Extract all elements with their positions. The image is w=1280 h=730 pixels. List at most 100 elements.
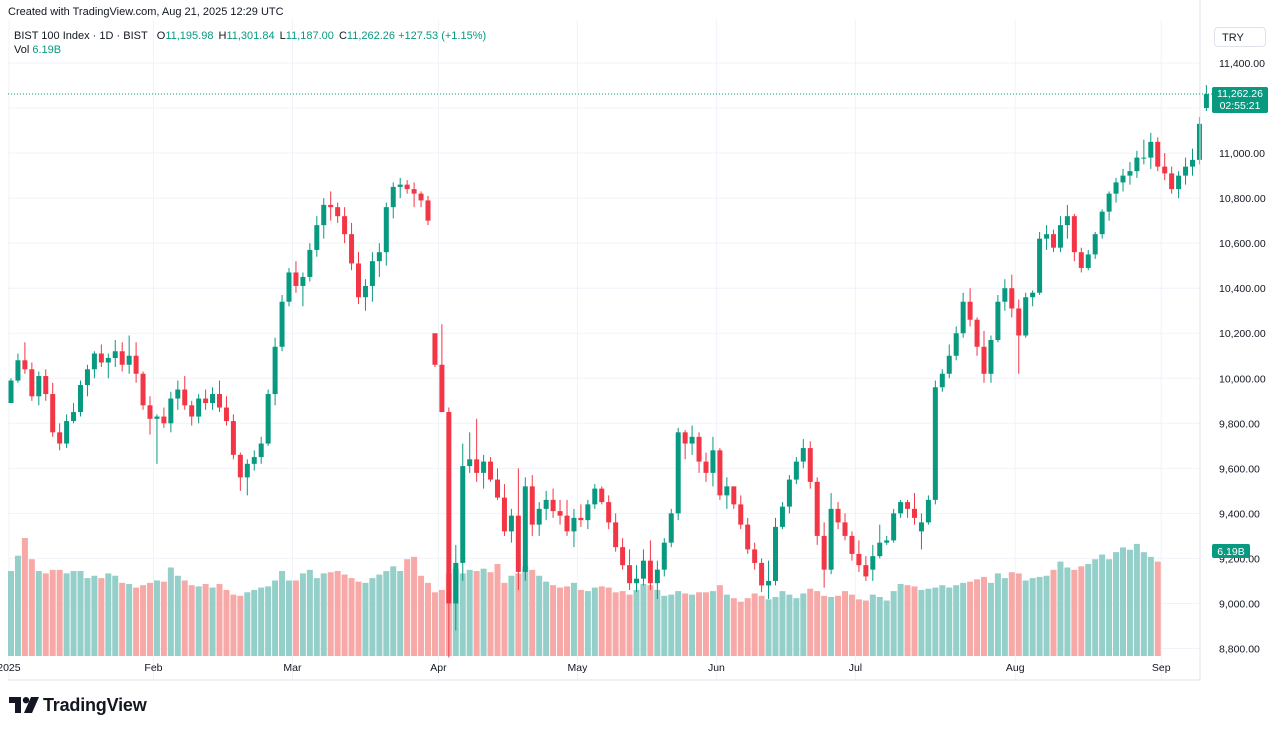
candle-body xyxy=(425,200,431,221)
volume-bar xyxy=(265,586,272,656)
volume-bar xyxy=(862,600,869,656)
volume-bar xyxy=(869,594,876,656)
currency-button[interactable]: TRY xyxy=(1214,27,1266,47)
candle-body xyxy=(536,508,542,525)
volume-bar xyxy=(890,591,897,656)
candle xyxy=(592,484,598,509)
low-label: L xyxy=(279,30,286,42)
candle xyxy=(634,565,639,593)
volume-bar xyxy=(661,595,668,656)
candle xyxy=(1176,171,1182,199)
candle xyxy=(328,191,334,221)
candle xyxy=(1120,168,1126,192)
candle xyxy=(36,371,42,406)
candle-body xyxy=(15,360,21,381)
candle-body xyxy=(842,522,848,536)
volume-bar xyxy=(28,559,35,656)
candle xyxy=(800,439,806,469)
candle xyxy=(877,524,883,559)
change-value: +127.53 (+1.15%) xyxy=(398,30,487,42)
candle-body xyxy=(661,542,667,570)
candle-body xyxy=(1071,216,1077,253)
tradingview-logo[interactable]: TradingView xyxy=(9,694,147,716)
candle-body xyxy=(335,207,341,217)
candle-body xyxy=(251,457,257,464)
candle xyxy=(126,335,132,374)
candle xyxy=(1134,150,1140,178)
candle xyxy=(738,495,744,530)
symbol-legend[interactable]: BIST 100 Index · 1D · BIST O11,195.98 H1… xyxy=(14,29,486,57)
candle xyxy=(731,486,737,509)
candle-body xyxy=(140,373,146,406)
candle-body xyxy=(654,569,660,584)
candle xyxy=(237,452,243,491)
volume-bar xyxy=(418,575,425,656)
candle xyxy=(752,542,758,570)
candle xyxy=(960,292,966,338)
volume-bar xyxy=(723,594,730,656)
volume-bar xyxy=(404,559,411,656)
candle xyxy=(71,403,77,424)
volume-bar xyxy=(230,594,237,656)
candle-body xyxy=(119,351,125,365)
candle xyxy=(432,333,438,368)
candle xyxy=(161,407,167,428)
candle-body xyxy=(835,508,841,523)
candle-body xyxy=(640,560,646,579)
volume-bar xyxy=(1071,569,1078,656)
volume-bar xyxy=(1057,561,1064,656)
volume-bar xyxy=(167,567,174,656)
candle-body xyxy=(1002,288,1008,302)
candle-body xyxy=(161,416,167,424)
candle xyxy=(189,400,195,426)
candle xyxy=(905,499,911,518)
candle-body xyxy=(668,513,674,543)
volume-bar xyxy=(772,597,779,656)
candle-body xyxy=(460,466,466,563)
price-axis[interactable]: 11,400.0011,200.0011,000.0010,800.0010,6… xyxy=(1219,58,1266,655)
candle xyxy=(981,330,987,383)
candle xyxy=(279,294,285,352)
candle xyxy=(112,340,118,368)
time-tick-label: Jun xyxy=(708,662,725,674)
volume-bar xyxy=(411,556,418,656)
volume-bar xyxy=(967,581,974,656)
candle-body xyxy=(675,432,681,514)
volume-bar xyxy=(987,582,994,656)
candle xyxy=(745,517,751,554)
candle-body xyxy=(946,355,952,374)
price-tick-label: 11,000.00 xyxy=(1219,148,1265,160)
volume-bar xyxy=(508,575,515,656)
price-tick-label: 10,400.00 xyxy=(1219,283,1266,295)
volume-bar xyxy=(1022,580,1029,656)
candle-body xyxy=(1092,234,1098,255)
candle-body xyxy=(557,511,563,516)
volume-bar xyxy=(557,587,564,656)
candle xyxy=(119,342,125,372)
volume-bar xyxy=(1120,547,1126,656)
candle-body xyxy=(1085,254,1091,268)
candle-body xyxy=(606,502,612,523)
candle-body xyxy=(884,540,890,543)
candle xyxy=(1064,204,1070,239)
tradingview-logo-text: TradingView xyxy=(43,694,147,715)
volume-badge-label: 6.19B xyxy=(1217,546,1244,558)
volume-bar xyxy=(258,587,265,656)
candle-body xyxy=(682,432,688,444)
symbol-name[interactable]: BIST 100 Index · 1D · BIST xyxy=(14,30,148,42)
close-value: 11,262.26 xyxy=(346,30,396,42)
time-axis[interactable]: 2025 Feb Mar Apr May Jun Jul Aug Sep xyxy=(0,662,1171,674)
candle xyxy=(779,502,785,530)
candle-body xyxy=(522,486,528,572)
candle-body xyxy=(960,301,966,334)
volume-bar xyxy=(960,582,967,656)
volume-bar xyxy=(63,573,70,656)
volume-bar xyxy=(709,591,716,656)
volume-bar xyxy=(327,572,334,656)
candle xyxy=(335,202,341,223)
candle-body xyxy=(258,443,264,458)
candle-body xyxy=(988,340,994,374)
candle-body xyxy=(1016,308,1022,336)
candle-body xyxy=(22,360,28,370)
